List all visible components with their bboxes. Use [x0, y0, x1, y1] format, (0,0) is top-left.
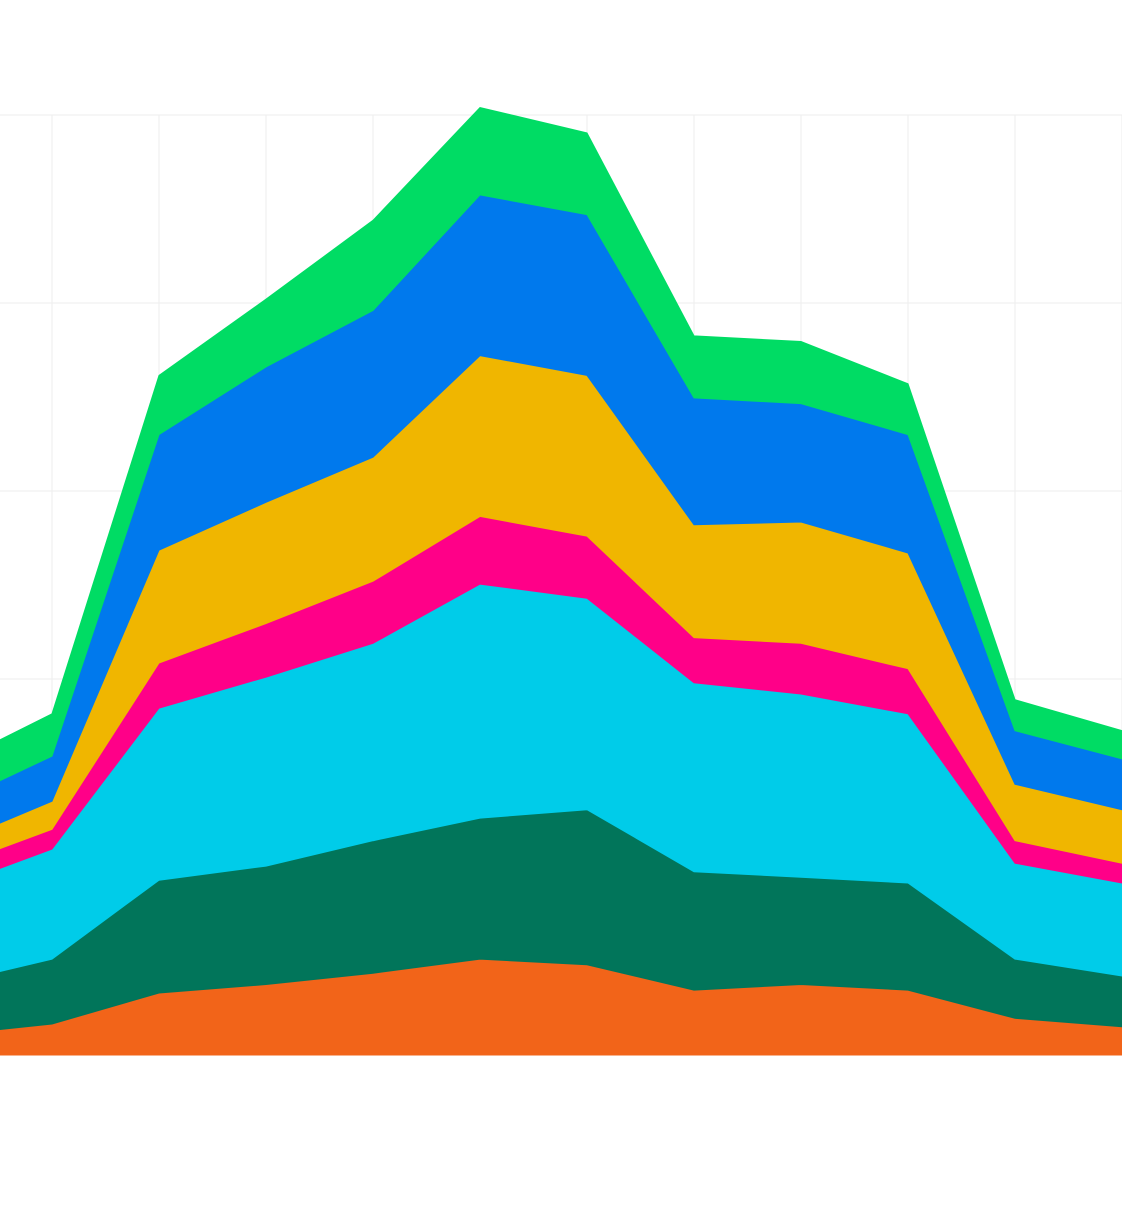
- area-series-7: [0, 106, 1122, 782]
- area-layer: [0, 106, 1122, 1056]
